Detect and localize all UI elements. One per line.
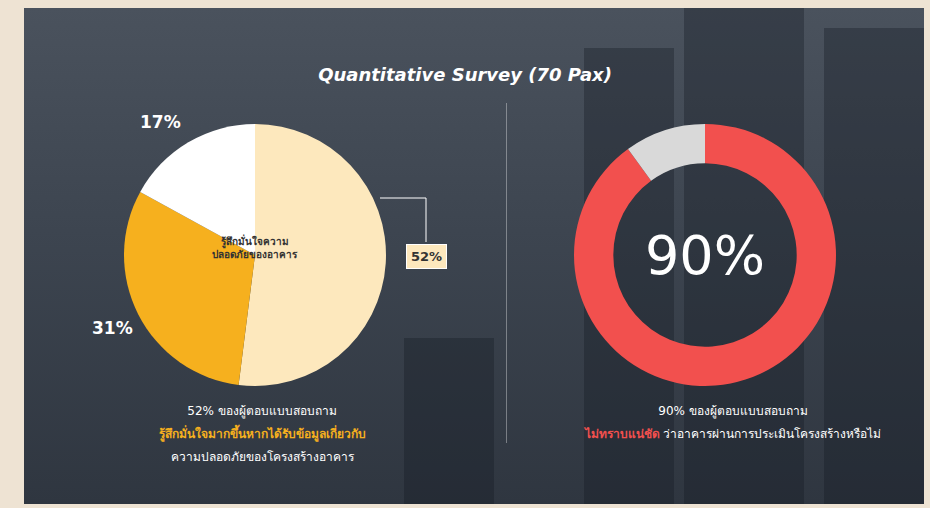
svg-text:31%: 31% bbox=[92, 318, 133, 338]
svg-text:รู้สึกมั่นใจความปลอดภัยของอาคา: รู้สึกมั่นใจความปลอดภัยของอาคาร bbox=[212, 234, 298, 260]
svg-text:52%: 52% bbox=[411, 249, 442, 264]
html-text:52% ของผู้ตอบแบบสอบถาม: 52% ของผู้ตอบแบบสอบถาม bbox=[187, 404, 337, 418]
html-text:Quantitative Survey (70 Pax): Quantitative Survey (70 Pax) bbox=[318, 64, 612, 85]
html-text:90% ของผู้ตอบแบบสอบถาม: 90% ของผู้ตอบแบบสอบถาม bbox=[658, 404, 808, 418]
html-text:ไม่ทราบแน่ชัด ว่าอาคารผ่านการป: ไม่ทราบแน่ชัด ว่าอาคารผ่านการประเมินโครง… bbox=[584, 427, 882, 441]
svg-text:90%: 90% bbox=[645, 224, 765, 287]
svg-text:17%: 17% bbox=[140, 112, 181, 132]
html-text:ความปลอดภัยของโครงสร้างอาคาร: ความปลอดภัยของโครงสร้างอาคาร bbox=[170, 450, 354, 464]
html-text:รู้สึกมั่นใจมากขึ้นหากได้รับข้: รู้สึกมั่นใจมากขึ้นหากได้รับข้อมูลเกี่ยว… bbox=[158, 427, 366, 441]
